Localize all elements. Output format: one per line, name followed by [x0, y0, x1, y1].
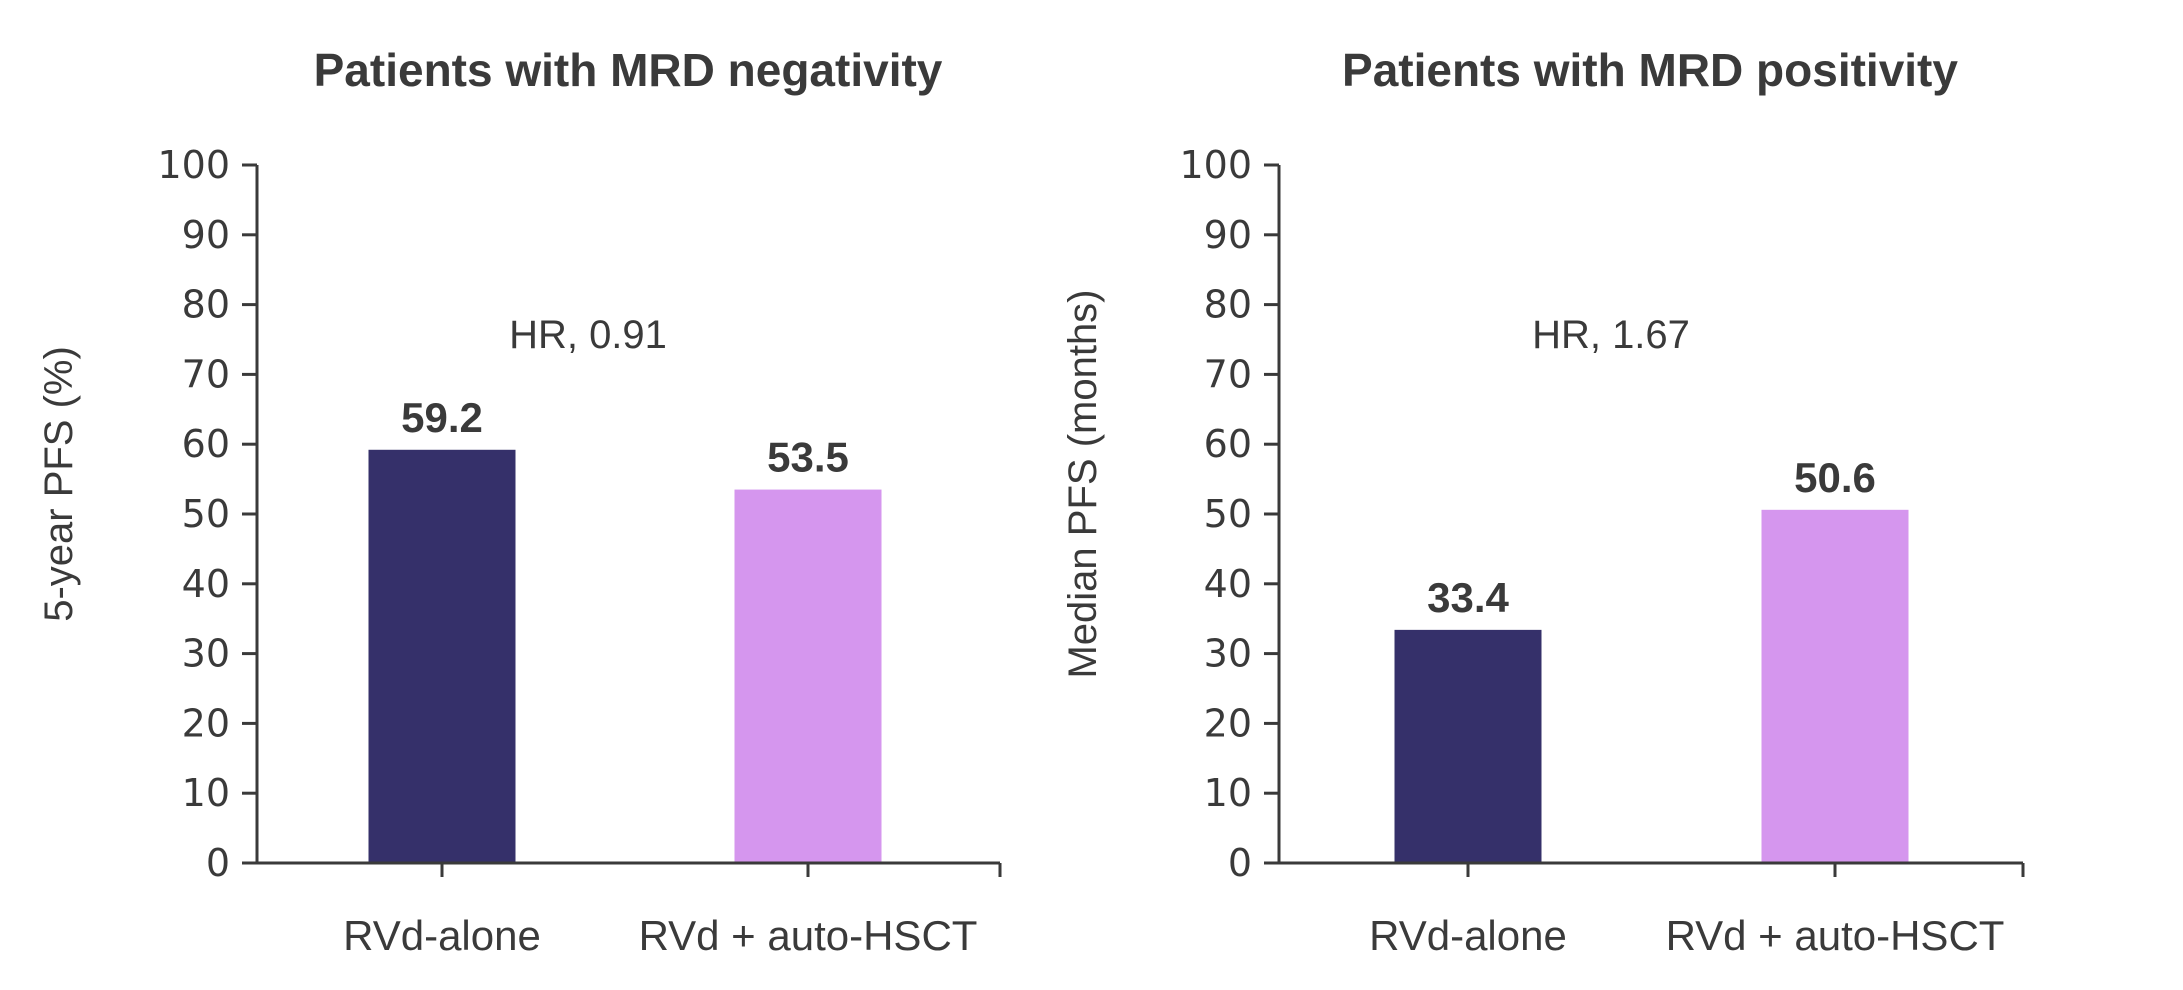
y-tick-label: 70: [1204, 352, 1252, 396]
chart-title: Patients with MRD positivity: [1342, 44, 1958, 96]
y-tick-label: 50: [1204, 492, 1252, 536]
x-tick-label: RVd + auto-HSCT: [639, 912, 978, 959]
y-tick-label: 10: [1204, 771, 1252, 815]
y-tick-label: 40: [182, 562, 230, 606]
hazard-ratio-annotation: HR, 0.91: [509, 313, 667, 357]
bar-value-label: 59.2: [401, 394, 483, 441]
hazard-ratio-annotation: HR, 1.67: [1532, 313, 1690, 357]
y-tick-label: 20: [1204, 701, 1252, 745]
y-tick-label: 100: [1179, 143, 1252, 187]
y-tick-label: 0: [206, 841, 230, 885]
y-tick-label: 100: [157, 143, 230, 187]
panel-mrd-negativity: Patients with MRD negativity 5-year PFS …: [37, 44, 1002, 959]
y-tick-label: 10: [182, 771, 230, 815]
bar-rvd-auto-hsct: [734, 489, 882, 863]
bar-value-label: 53.5: [767, 434, 849, 481]
y-tick-label: 40: [1204, 562, 1252, 606]
y-tick-label: 70: [182, 352, 230, 396]
y-tick-label: 60: [182, 422, 230, 466]
y-axis-label: Median PFS (months): [1061, 289, 1105, 678]
y-tick-label: 80: [1204, 283, 1252, 327]
y-tick-label: 30: [182, 632, 230, 676]
y-tick-label: 20: [182, 701, 230, 745]
bar-rvd-alone: [368, 449, 516, 863]
y-tick-label: 0: [1228, 841, 1252, 885]
x-tick-label: RVd + auto-HSCT: [1666, 912, 2005, 959]
bar-value-label: 50.6: [1794, 454, 1876, 501]
chart-title: Patients with MRD negativity: [314, 44, 943, 96]
y-tick-label: 50: [182, 492, 230, 536]
panel-mrd-positivity: Patients with MRD positivity Median PFS …: [1061, 44, 2025, 959]
y-tick-label: 60: [1204, 422, 1252, 466]
bar-rvd-alone: [1394, 629, 1542, 863]
bar-rvd-auto-hsct: [1761, 509, 1909, 863]
x-tick-label: RVd-alone: [343, 912, 541, 959]
y-tick-label: 90: [1204, 213, 1252, 257]
y-axis-label: 5-year PFS (%): [37, 346, 81, 622]
bar-value-label: 33.4: [1427, 574, 1509, 621]
y-tick-label: 80: [182, 283, 230, 327]
x-tick-label: RVd-alone: [1369, 912, 1567, 959]
y-tick-label: 90: [182, 213, 230, 257]
y-tick-label: 30: [1204, 632, 1252, 676]
